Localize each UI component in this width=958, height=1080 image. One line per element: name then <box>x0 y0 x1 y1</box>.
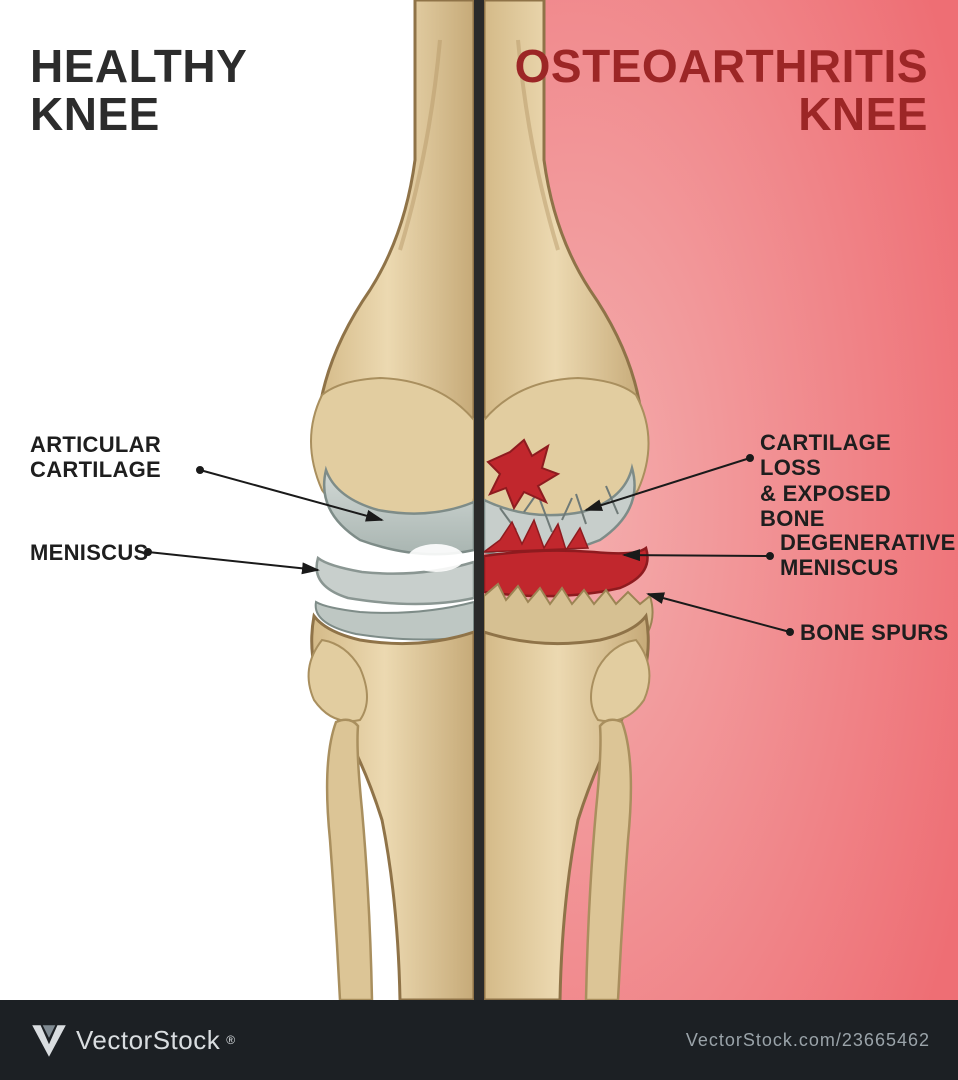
title-healthy-l2: KNEE <box>30 88 160 140</box>
label-meniscus: MENISCUS <box>30 540 149 565</box>
title-healthy-l1: HEALTHY <box>30 40 247 92</box>
logo-text: VectorStock <box>76 1025 220 1056</box>
logo-icon <box>28 1019 70 1061</box>
title-osteo-l1: OSTEOARTHRITIS <box>515 40 928 92</box>
image-id: VectorStock.com/23665462 <box>686 1030 930 1051</box>
label-articular-cartilage: ARTICULAR CARTILAGE <box>30 432 161 483</box>
center-divider <box>474 0 484 1000</box>
label-cartilage-loss: CARTILAGE LOSS & EXPOSED BONE <box>760 430 958 531</box>
infographic-canvas: HEALTHY KNEE OSTEOARTHRITIS KNEE ARTICUL… <box>0 0 958 1080</box>
title-osteo: OSTEOARTHRITIS KNEE <box>515 42 928 139</box>
vectorstock-logo: VectorStock® <box>28 1019 236 1061</box>
footer-bar: VectorStock® VectorStock.com/23665462 <box>0 1000 958 1080</box>
label-degenerative-meniscus: DEGENERATIVE MENISCUS <box>780 530 956 581</box>
title-healthy: HEALTHY KNEE <box>30 42 247 139</box>
title-osteo-l2: KNEE <box>798 88 928 140</box>
label-bone-spurs: BONE SPURS <box>800 620 948 645</box>
